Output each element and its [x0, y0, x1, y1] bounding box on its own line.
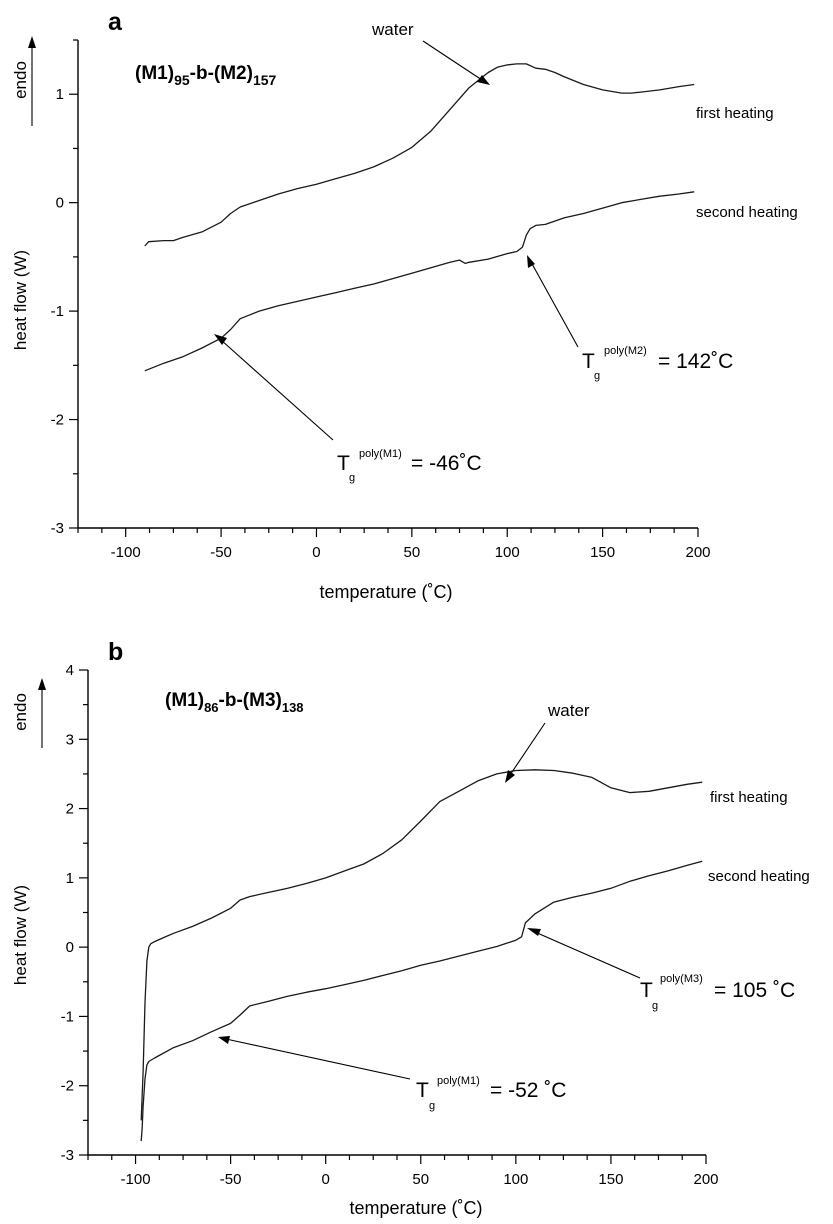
panel-b-y-tick-label: 0	[66, 939, 74, 956]
panel-a-water-label: water	[371, 20, 414, 39]
panel-b-y-tick-label: -1	[61, 1008, 74, 1025]
panel-a-x-tick-label: 200	[685, 544, 710, 561]
panel-a-x-tick-label: 150	[590, 544, 615, 561]
panel-b-y-tick-label: 4	[66, 662, 74, 679]
svg-text:= 105 ˚C: = 105 ˚C	[714, 979, 795, 1002]
panel-b-water-label: water	[547, 701, 590, 720]
panel-a-tg-low-arrowhead	[214, 334, 227, 345]
panel-b-xlabel: temperature (˚C)	[349, 1198, 482, 1218]
panel-b-y-tick-label: 2	[66, 801, 74, 818]
panel-a-y-tick-label: 1	[56, 86, 64, 103]
panel-a-y-tick-label: -1	[51, 303, 64, 320]
panel-b-water-arrowhead	[505, 770, 515, 783]
panel-a-tg-high-arrowhead	[527, 255, 535, 268]
panel-a-x-tick-label: 0	[312, 544, 320, 561]
panel-b-x-tick-label: 0	[322, 1171, 330, 1188]
svg-text:poly(M3): poly(M3)	[660, 973, 703, 985]
panel-b-x-tick-label: 150	[598, 1171, 623, 1188]
panel-a-endo-arrowhead	[28, 36, 36, 48]
panel-b-tg-low-arrow	[225, 1038, 411, 1080]
panel-b-y-tick-label: 3	[66, 731, 74, 748]
svg-text:= -52 ˚C: = -52 ˚C	[490, 1079, 566, 1102]
panel-a-y-tick-label: 0	[56, 195, 64, 212]
panel-b: b (M1)86-b-(M3)138 heat flow (W) endo te…	[11, 638, 810, 1218]
panel-a-tg-low-label: T g poly(M1) = -46˚C	[337, 448, 482, 484]
panel-b-water-arrow	[509, 722, 546, 776]
svg-text:= 142˚C: = 142˚C	[658, 350, 733, 373]
panel-b-ylabel: heat flow (W)	[11, 885, 30, 985]
panel-b-tg-low-label: T g poly(M1) = -52 ˚C	[416, 1075, 566, 1112]
panel-a: a (M1)95-b-(M2)157 heat flow (W) endo te…	[11, 8, 798, 602]
svg-text:g: g	[349, 472, 355, 484]
panel-b-x-tick-label: 50	[412, 1171, 429, 1188]
panel-a-series-first-heating-line	[144, 63, 695, 247]
panel-a-tg-high-label: T g poly(M2) = 142˚C	[582, 345, 733, 382]
panel-b-series-first-heating-line	[140, 769, 703, 1121]
panel-b-y-tick-label: -2	[61, 1078, 74, 1095]
svg-text:g: g	[429, 1100, 435, 1112]
panel-b-x-tick-label: 100	[503, 1171, 528, 1188]
panel-b-title: (M1)86-b-(M3)138	[165, 690, 304, 715]
svg-text:poly(M1): poly(M1)	[359, 448, 402, 460]
panel-a-x-tick-label: -100	[111, 544, 141, 561]
panel-a-ylabel: heat flow (W)	[11, 250, 30, 350]
panel-a-first-heating-label: first heating	[696, 105, 774, 122]
panel-a-x-tick-label: 100	[495, 544, 520, 561]
panel-b-x-tick-label: 200	[693, 1171, 718, 1188]
svg-text:T: T	[640, 979, 653, 1002]
panel-a-y-tick-label: -3	[51, 520, 64, 537]
panel-a-water-arrow	[422, 40, 483, 81]
panel-b-y-tick-label: 1	[66, 870, 74, 887]
panel-a-endo-label: endo	[11, 61, 30, 99]
svg-text:poly(M1): poly(M1)	[437, 1075, 480, 1087]
panel-b-endo-arrowhead	[38, 678, 46, 690]
panel-b-y-tick-label: -3	[61, 1147, 74, 1164]
panel-a-xlabel: temperature (˚C)	[319, 582, 452, 602]
panel-b-tg-high-label: T g poly(M3) = 105 ˚C	[640, 973, 795, 1012]
panel-b-endo-label: endo	[11, 693, 30, 731]
panel-a-tg-high-arrow	[530, 261, 579, 348]
panel-b-first-heating-label: first heating	[710, 789, 788, 806]
panel-b-series-second-heating-line	[140, 860, 703, 1142]
panel-b-curves	[140, 769, 703, 1142]
panel-b-tg-high-arrowhead	[527, 928, 541, 936]
panel-b-second-heating-label: second heating	[708, 868, 810, 885]
panel-a-axes: -100 -50 0 50 100 150 200 -3 -2 -1 0 1	[51, 39, 711, 561]
svg-text:T: T	[416, 1079, 429, 1102]
panel-a-second-heating-label: second heating	[696, 204, 798, 221]
panel-a-curves	[144, 63, 695, 372]
svg-text:T: T	[337, 452, 350, 475]
panel-b-tg-high-arrow	[534, 931, 641, 979]
panel-a-x-tick-label: -50	[210, 544, 232, 561]
panel-a-y-tick-label: -2	[51, 412, 64, 429]
panel-a-series-second-heating-line	[144, 191, 695, 372]
panel-a-tg-low-arrow	[220, 339, 334, 441]
panel-b-label: b	[108, 638, 123, 666]
svg-text:T: T	[582, 350, 595, 373]
panel-a-title: (M1)95-b-(M2)157	[135, 63, 277, 88]
panel-b-x-tick-label: -100	[121, 1171, 151, 1188]
svg-text:g: g	[652, 1000, 658, 1012]
panel-a-water-arrowhead	[477, 75, 490, 85]
panel-a-x-tick-label: 50	[404, 544, 421, 561]
panel-a-label: a	[108, 8, 123, 36]
svg-text:g: g	[594, 370, 600, 382]
svg-text:= -46˚C: = -46˚C	[411, 452, 482, 475]
panel-b-axes: -100 -50 0 50 100 150 200 -3 -2 -1 0 1 2 3 4	[61, 662, 719, 1188]
svg-text:poly(M2): poly(M2)	[604, 345, 647, 357]
panel-b-x-tick-label: -50	[220, 1171, 242, 1188]
panel-b-tg-low-arrowhead	[218, 1036, 230, 1044]
